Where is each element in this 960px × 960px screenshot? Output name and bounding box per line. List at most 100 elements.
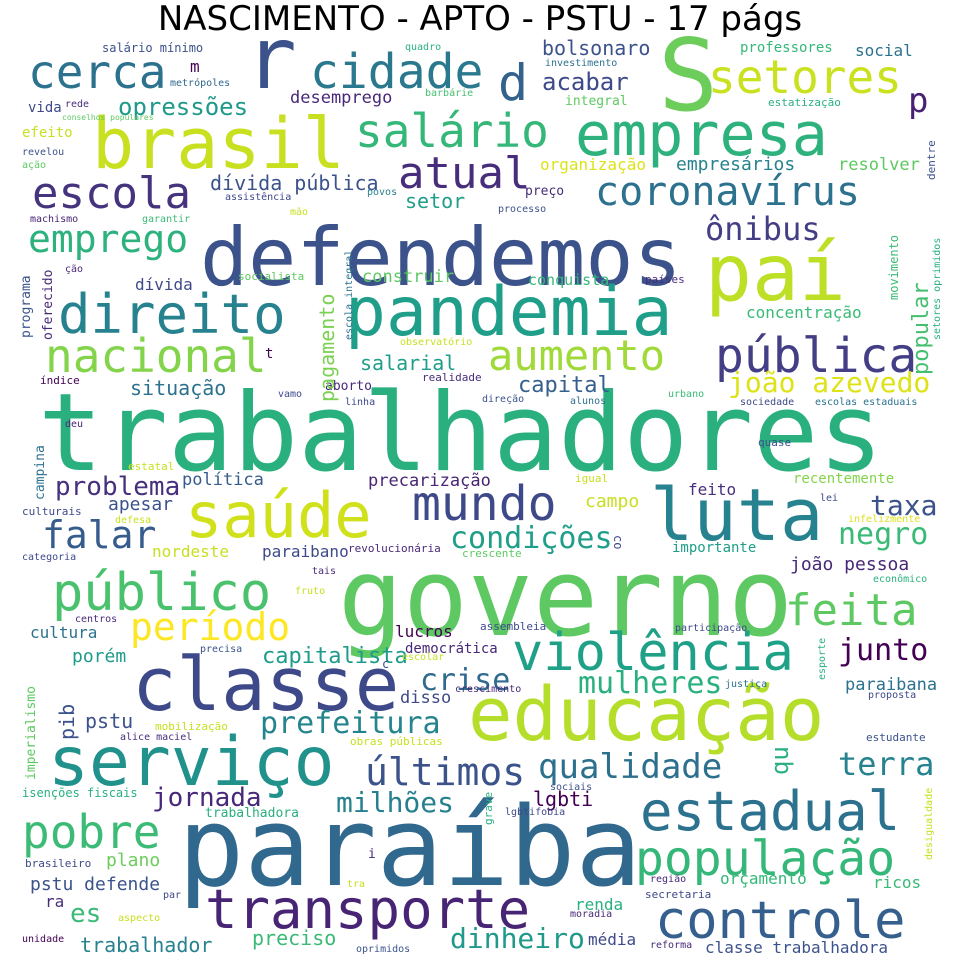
word-jornada: jornada [152, 783, 262, 813]
word-trabalhadora: trabalhadora [205, 806, 299, 821]
word-estatizacao: estatização [768, 96, 841, 109]
word-crescimento: crescimento [455, 684, 521, 695]
word-professores: professores [740, 40, 833, 56]
word-moradia: moradia [570, 909, 612, 920]
word-aumento: aumento [488, 331, 665, 380]
word-estatal: estatal [128, 460, 174, 473]
word-fruto: fruto [295, 586, 325, 597]
word-socialista: socialista [238, 270, 304, 283]
word-controle: controle [655, 891, 905, 951]
word-campo: campo [585, 491, 639, 512]
word-qualidade: qualidade [538, 747, 722, 787]
word-quase: quase [758, 436, 791, 449]
word-justica: justiça [725, 679, 767, 690]
word-pobre: pobre [22, 805, 160, 859]
word-oprimidos: oprimidos [356, 944, 410, 955]
word-salario-minimo: salário mínimo [102, 41, 203, 55]
word-escolas-estaduais: escolas estaduais [815, 397, 917, 408]
word-S: S [658, 17, 718, 134]
word-luta: luta [650, 473, 823, 557]
word-ra: ra [45, 892, 64, 911]
word-pstu-defende: pstu defende [30, 874, 160, 895]
word-crescente: crescente [462, 547, 522, 560]
word-escola: escola [32, 168, 191, 219]
word-movimento: movimento [887, 235, 901, 300]
word-paraiba: paraíba [178, 783, 642, 911]
word-capitalista: capitalista [262, 644, 408, 669]
word-desigualdade: desigualdade [924, 788, 935, 860]
word-governo: governo [338, 536, 793, 661]
word-defesa: defesa [115, 515, 151, 526]
word-revolucionaria: revolucionária [348, 542, 441, 555]
word-servico: serviço [48, 723, 335, 802]
word-transporte: transporte [205, 878, 530, 941]
word-assistencia: assistência [225, 191, 291, 203]
word-barbarie: barbárie [425, 87, 473, 99]
word-pai: paí [705, 229, 846, 319]
word-trabalhador: trabalhador [80, 933, 212, 957]
word-dinheiro: dinheiro [450, 922, 585, 955]
word-investimento: investimento [545, 58, 617, 69]
word-conquista: conquista [528, 271, 609, 289]
word-prefeitura: prefeitura [260, 706, 441, 741]
word-concentracao: concentração [746, 303, 862, 322]
word-condicoes: condições [450, 521, 613, 556]
word-igual: igual [575, 472, 608, 485]
word-alice-maciel: alice maciel [120, 732, 192, 743]
word-crise: crise [420, 663, 510, 698]
chart-title: NASCIMENTO - APTO - PSTU - 17 págs [157, 0, 803, 39]
word-orcamento: orçamento [720, 869, 807, 888]
word-m: m [190, 57, 200, 76]
word-processo: processo [498, 204, 546, 215]
word-participacao: participação [675, 623, 747, 634]
word-direito: direito [58, 283, 286, 346]
word-trabalhadores: trabalhadores [38, 371, 883, 496]
word-ultimos: últimos [365, 750, 525, 794]
word-nacional: nacional [45, 329, 267, 383]
word-classe-trabalhadora: classe trabalhadora [705, 938, 888, 957]
word-terra: terra [838, 745, 934, 783]
word-garantir: garantir [142, 214, 190, 225]
word-efeito: efeito [22, 125, 73, 141]
word-violencia: violência [512, 623, 794, 683]
word-indice: índice [40, 374, 80, 387]
word-populacao: população [635, 831, 895, 887]
word-social: social [855, 41, 913, 60]
word-observatorio: observatório [400, 336, 472, 348]
word-publica: pública [715, 328, 917, 384]
word-integral: integral [565, 94, 628, 109]
word-mulheres: mulheres [578, 666, 723, 701]
word-precisa: precisa [200, 644, 242, 655]
word-desemprego: desemprego [290, 88, 392, 108]
word-rede: rede [65, 99, 89, 110]
word-paraibana: paraibana [845, 675, 937, 695]
word-par: par [163, 890, 181, 901]
word-tra: tra [347, 879, 365, 890]
word-disso: disso [400, 688, 451, 708]
word-junto: junto [838, 633, 928, 668]
word-acao: ação [22, 160, 46, 171]
word-escola-integral: escola integral [344, 250, 355, 340]
word-direcao: direção [482, 394, 524, 405]
word-bolsonaro: bolsonaro [542, 36, 650, 60]
word-defendemos: defendemos [200, 211, 682, 304]
word-aspecto: aspecto [118, 913, 160, 924]
word-resolver: resolver [838, 155, 920, 175]
word-politica: política [182, 470, 264, 490]
word-atual: atual [398, 148, 530, 199]
word-programa: programa [19, 275, 34, 338]
word-paises: países [645, 273, 685, 286]
word-organizacao: organização [540, 155, 646, 174]
word-setor: setor [405, 189, 465, 213]
word-obras-publicas: obras públicas [350, 735, 443, 748]
word-escolar: escolar [402, 652, 444, 663]
word-recentemente: recentemente [793, 471, 894, 487]
word-salarial: salarial [360, 351, 456, 375]
word-t: t [265, 346, 273, 362]
word-oprecoes: opressões [118, 93, 248, 121]
word-isencoes-fiscais: isenções fiscais [22, 786, 138, 800]
word-unidade: unidade [22, 934, 64, 945]
word-preciso: preciso [252, 926, 336, 950]
word-metropoles: metrópoles [170, 77, 230, 89]
